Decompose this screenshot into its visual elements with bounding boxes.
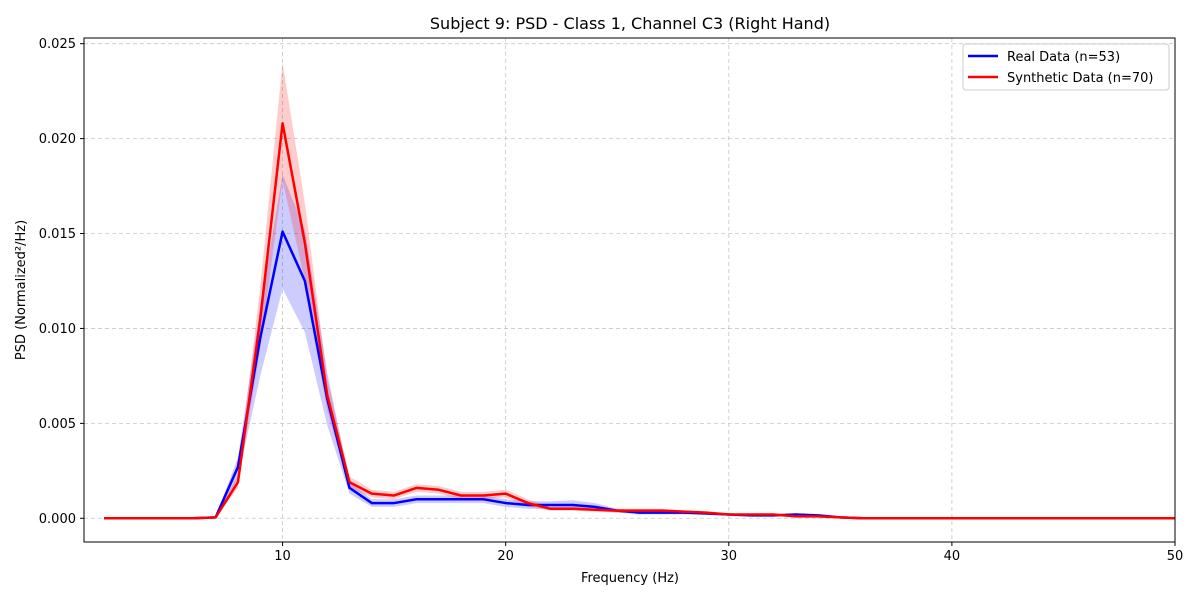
y-axis-ticks: 0.000 0.005 0.010 0.015 0.020 0.025 xyxy=(39,37,84,527)
y-axis-label: PSD (Normalized²/Hz) xyxy=(14,220,29,360)
y-tick-label: 0.025 xyxy=(39,37,76,52)
x-tick-label: 10 xyxy=(274,549,291,564)
line-synthetic xyxy=(104,122,1175,520)
y-tick-label: 0.000 xyxy=(39,512,76,527)
y-tick-label: 0.010 xyxy=(39,322,76,337)
x-tick-label: 40 xyxy=(944,549,961,564)
legend-label-real: Real Data (n=53) xyxy=(1007,50,1120,65)
legend-box xyxy=(962,43,1170,91)
x-axis-label: Frequency (Hz) xyxy=(581,571,679,586)
y-tick-label: 0.020 xyxy=(39,132,76,147)
x-axis-ticks: 10 20 30 40 50 xyxy=(274,542,1183,564)
series-lines xyxy=(104,122,1175,520)
gridlines xyxy=(84,38,1176,542)
legend: Real Data (n=53) Synthetic Data (n=70) xyxy=(962,43,1170,91)
y-tick-label: 0.015 xyxy=(39,227,76,242)
plot-area xyxy=(84,38,1175,542)
x-tick-label: 20 xyxy=(497,549,514,564)
y-tick-label: 0.005 xyxy=(39,417,76,432)
x-tick-label: 50 xyxy=(1167,549,1184,564)
x-tick-label: 30 xyxy=(721,549,738,564)
chart-title: Subject 9: PSD - Class 1, Channel C3 (Ri… xyxy=(430,14,830,33)
legend-label-synthetic: Synthetic Data (n=70) xyxy=(1007,71,1154,86)
plot-frame xyxy=(83,37,1176,543)
